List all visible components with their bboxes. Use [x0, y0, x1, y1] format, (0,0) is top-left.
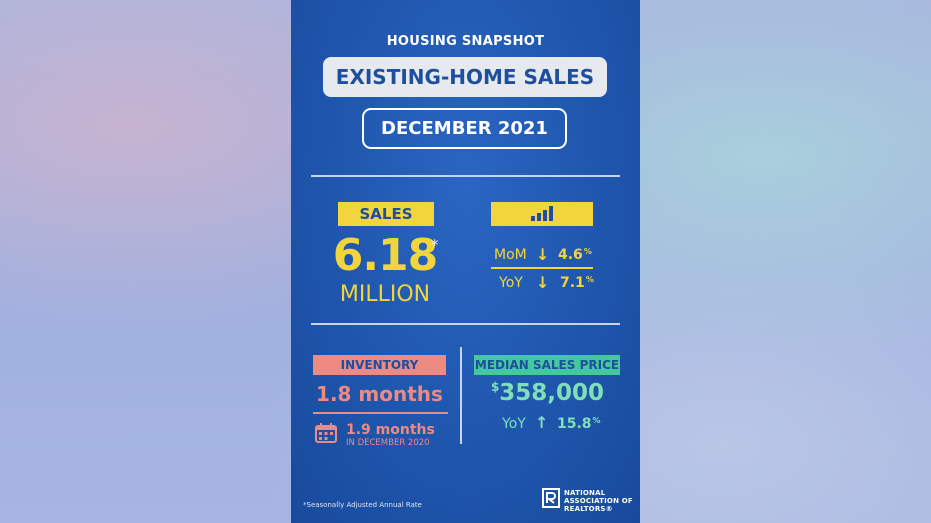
sales-yoy-label: YoY	[499, 275, 523, 291]
mom-value: 4.6%	[558, 247, 592, 263]
median-yoy-value: 15.8%	[557, 416, 601, 432]
vertical-divider	[460, 347, 462, 444]
inventory-divider	[313, 412, 448, 414]
sales-unit: MILLION	[339, 282, 431, 307]
median-yoy-label: YoY	[502, 416, 526, 432]
sales-yoy-value: 7.1%	[560, 275, 594, 291]
inventory-tag: INVENTORY	[313, 355, 446, 375]
snapshot-kicker: HOUSING SNAPSHOT	[386, 34, 545, 49]
page-title: EXISTING-HOME SALES	[323, 57, 607, 97]
divider-middle	[311, 323, 620, 325]
realtors-logo-text: NATIONAL ASSOCIATION OF REALTORS®	[564, 489, 633, 513]
divider-top	[311, 175, 620, 177]
calendar-icon	[315, 423, 337, 447]
bar-chart-tag	[491, 202, 593, 226]
bar-chart-icon	[531, 206, 553, 221]
sales-mom-row: MoM ↓ 4.6%	[491, 244, 601, 266]
arrow-down-icon: ↓	[536, 245, 550, 264]
housing-snapshot-card: HOUSING SNAPSHOT EXISTING-HOME SALES DEC…	[291, 0, 640, 523]
median-price-yoy-row: YoY ↑ 15.8%	[501, 413, 611, 435]
median-price-tag: MEDIAN SALES PRICE	[474, 355, 620, 375]
mom-label: MoM	[494, 247, 527, 263]
inventory-value: 1.8 months	[316, 382, 443, 406]
sales-value: 6.18	[332, 230, 439, 281]
realtors-logo-icon	[542, 488, 560, 512]
sales-tag: SALES	[338, 202, 434, 226]
median-price-value: $358,000	[490, 380, 605, 406]
inventory-prior-value: 1.9 months	[346, 422, 435, 438]
inventory-prior-label: IN DECEMBER 2020	[346, 438, 430, 448]
report-date: DECEMBER 2021	[362, 108, 567, 149]
arrow-down-icon: ↓	[536, 273, 550, 292]
arrow-up-icon: ↑	[535, 413, 549, 432]
sales-yoy-row: YoY ↓ 7.1%	[491, 272, 601, 294]
mom-yoy-divider	[491, 267, 593, 269]
sales-asterisk: *	[431, 236, 439, 254]
footnote: *Seasonally Adjusted Annual Rate	[303, 501, 422, 509]
